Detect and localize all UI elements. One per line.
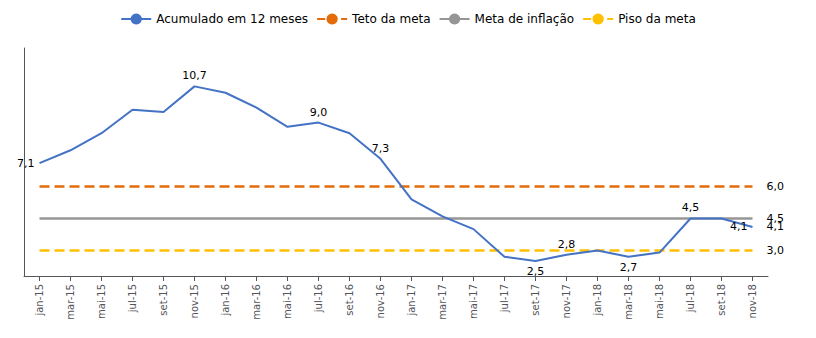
svg-text:2,5: 2,5 [527, 265, 545, 278]
svg-text:mai-18: mai-18 [654, 284, 665, 319]
svg-text:Piso da meta: Piso da meta [618, 12, 696, 26]
svg-text:jul-18: jul-18 [685, 284, 696, 313]
svg-text:mai-15: mai-15 [96, 284, 107, 319]
svg-text:jul-15: jul-15 [127, 284, 138, 313]
svg-text:nov-17: nov-17 [561, 284, 572, 318]
svg-text:4,5: 4,5 [682, 201, 700, 214]
svg-text:7,1: 7,1 [17, 157, 35, 170]
svg-text:mai-16: mai-16 [282, 284, 293, 319]
svg-text:mar-17: mar-17 [437, 284, 448, 320]
svg-text:Meta de inflação: Meta de inflação [475, 12, 575, 26]
svg-text:7,3: 7,3 [372, 142, 390, 155]
svg-text:3,0: 3,0 [767, 244, 785, 257]
svg-text:jan-17: jan-17 [406, 284, 417, 317]
svg-text:set-17: set-17 [530, 284, 541, 316]
svg-text:nov-16: nov-16 [375, 284, 386, 318]
svg-text:jan-18: jan-18 [592, 284, 603, 317]
svg-text:mar-16: mar-16 [251, 284, 262, 320]
svg-text:set-16: set-16 [344, 284, 355, 316]
svg-text:2,8: 2,8 [558, 238, 576, 251]
svg-text:set-15: set-15 [158, 284, 169, 316]
svg-text:4,1: 4,1 [767, 220, 785, 233]
svg-text:mar-18: mar-18 [623, 284, 634, 320]
svg-text:10,7: 10,7 [182, 69, 207, 82]
svg-text:2,7: 2,7 [620, 261, 638, 274]
svg-text:4,1: 4,1 [730, 220, 748, 233]
svg-text:jul-17: jul-17 [499, 284, 510, 313]
svg-text:nov-15: nov-15 [189, 284, 200, 318]
svg-text:mar-15: mar-15 [65, 284, 76, 320]
svg-text:9,0: 9,0 [310, 106, 328, 119]
svg-text:4,5: 4,5 [766, 212, 784, 225]
svg-text:nov-18: nov-18 [747, 284, 758, 318]
svg-text:mai-17: mai-17 [468, 284, 479, 319]
svg-text:jan-16: jan-16 [220, 284, 231, 317]
svg-text:Teto da meta: Teto da meta [351, 12, 430, 26]
svg-text:Acumulado em 12 meses: Acumulado em 12 meses [156, 12, 308, 26]
svg-text:jan-15: jan-15 [34, 284, 45, 317]
svg-text:set-18: set-18 [716, 284, 727, 316]
svg-text:6,0: 6,0 [767, 180, 785, 193]
svg-text:jul-16: jul-16 [313, 284, 324, 313]
